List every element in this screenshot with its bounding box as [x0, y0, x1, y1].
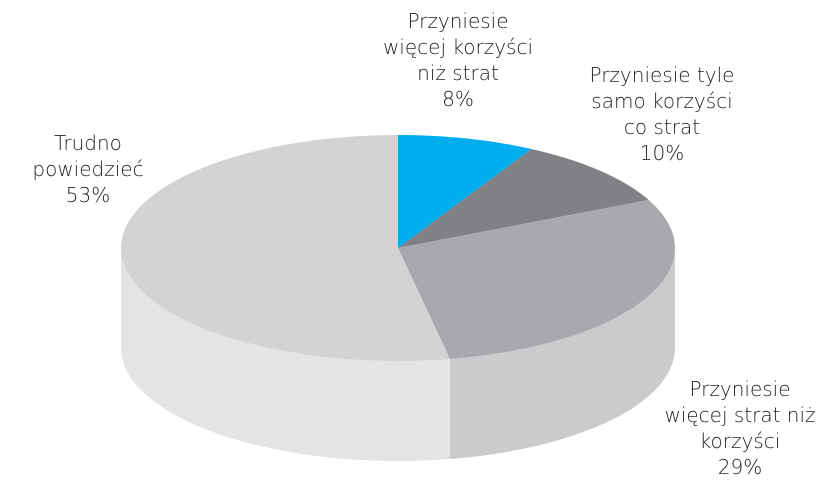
- slice-label: Przyniesie więcej strat niż korzyści 29%: [655, 376, 825, 480]
- value-label: 53%: [65, 183, 111, 207]
- category-label: Trudno powiedzieć: [32, 131, 144, 181]
- value-label: 29%: [717, 455, 763, 479]
- category-label: Przyniesie więcej korzyści niż strat: [382, 9, 534, 85]
- slice-label: Przyniesie tyle samo korzyści co strat 10…: [582, 62, 742, 166]
- pie-side: [121, 248, 450, 461]
- category-label: Przyniesie tyle samo korzyści co strat: [589, 63, 735, 139]
- slice-label: Przyniesie więcej korzyści niż strat 8%: [373, 8, 543, 112]
- value-label: 10%: [639, 141, 685, 165]
- pie-slice: [398, 199, 675, 359]
- slice-label: Trudno powiedzieć 53%: [23, 130, 153, 208]
- pie-slice: [121, 135, 450, 361]
- pie-slice: [398, 135, 532, 248]
- pie-slice: [398, 148, 649, 248]
- category-label: Przyniesie więcej strat niż korzyści: [664, 377, 816, 453]
- value-label: 8%: [442, 87, 474, 111]
- pie-side: [449, 248, 675, 459]
